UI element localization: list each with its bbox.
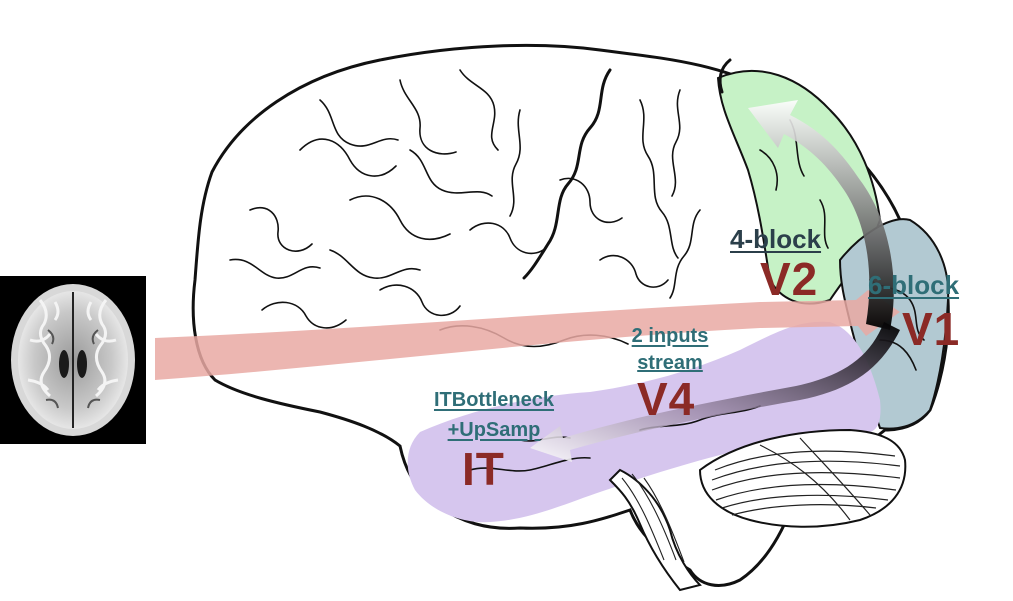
- v4-block-label-line2: stream: [637, 352, 703, 374]
- it-block-label-line2: +UpSamp: [447, 419, 541, 441]
- ventral-arrow-icon: [530, 322, 900, 462]
- it-block-label-line1: ITBottleneck: [433, 389, 555, 411]
- v2-block-label: 4-block: [730, 224, 822, 254]
- mri-input-image: [0, 276, 146, 444]
- cerebellum-icon: [608, 428, 907, 592]
- v4-block-label-line1: 2 inputs: [631, 325, 709, 347]
- v1-region-label: V1: [902, 303, 961, 355]
- v1-block-label: 6-block: [868, 270, 960, 300]
- v2-region: [716, 69, 882, 305]
- stream-arrow-icon: [155, 290, 900, 380]
- v2-region-label: V2: [760, 253, 819, 305]
- it-region-label: IT: [462, 443, 505, 495]
- v4-region-label: V4: [637, 373, 696, 425]
- dorsal-arrow-icon: [748, 100, 894, 330]
